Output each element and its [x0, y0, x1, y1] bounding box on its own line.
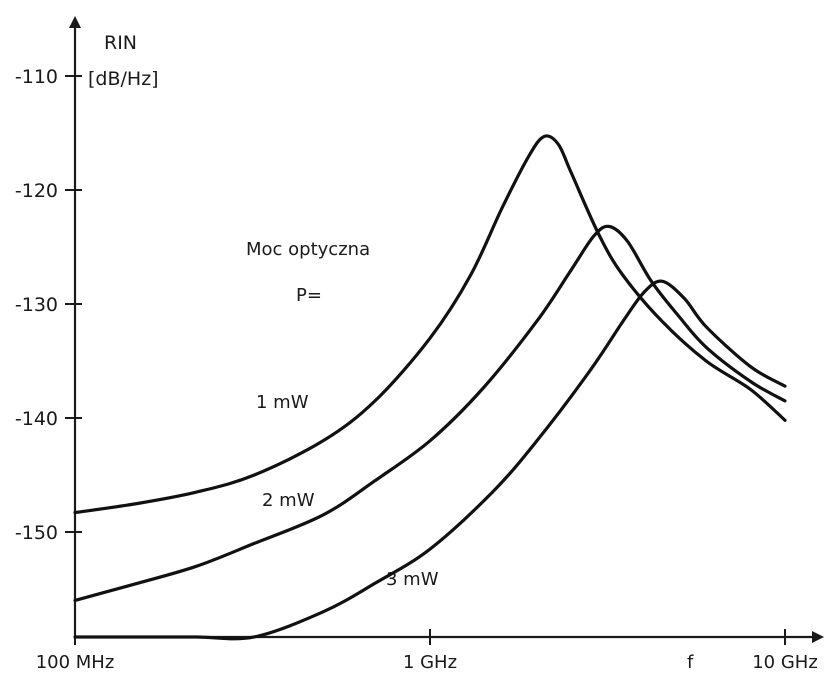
- series-line-3mw: [73, 279, 787, 641]
- y-tick-label: -120: [15, 180, 58, 202]
- x-tick-label: 1 GHz: [403, 652, 457, 673]
- y-axis-title: RIN: [104, 32, 137, 54]
- legend-title: Moc optyczna: [246, 239, 370, 260]
- x-tick-label: 100 MHz: [36, 652, 115, 673]
- y-tick-label: -150: [15, 522, 58, 544]
- series-label-1mw: 1 mW: [256, 392, 309, 413]
- y-tick-label: -140: [15, 408, 58, 430]
- series-line-2mw: [73, 224, 787, 602]
- x-tick-label: 10 GHz: [752, 652, 818, 673]
- y-tick-label: -130: [15, 294, 58, 316]
- x-axis-title: f: [687, 652, 694, 673]
- y-tick-label: -110: [15, 66, 58, 88]
- y-axis-unit: [dB/Hz]: [88, 68, 159, 90]
- series-label-2mw: 2 mW: [262, 490, 315, 511]
- series-label-3mw: 3 mW: [386, 569, 439, 590]
- series-line-1mw: [73, 134, 787, 515]
- legend-prefix: P=: [296, 285, 322, 306]
